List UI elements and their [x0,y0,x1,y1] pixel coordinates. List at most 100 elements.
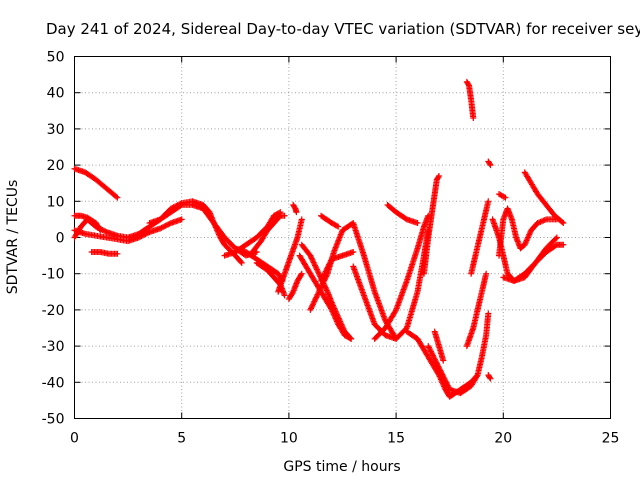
data-point [310,259,317,266]
x-tick-label: 0 [70,431,79,447]
data-point [425,343,432,350]
data-point [98,226,105,233]
data-point [552,235,559,242]
data-point [320,273,327,280]
data-point [94,224,101,231]
data-point [312,295,319,302]
data-point [309,258,316,265]
data-point [445,383,452,390]
data-point [485,198,492,205]
data-point [486,160,493,167]
data-point [238,259,245,266]
data-point [293,209,300,216]
data-point [427,348,434,355]
data-point [427,347,434,354]
y-tick-label: -20 [42,303,65,319]
data-point [487,162,494,169]
data-point [318,277,325,284]
data-series [468,198,492,277]
data-point [433,359,440,366]
x-tick-label: 15 [387,431,405,447]
data-series [485,158,494,169]
y-tick-label: -40 [42,375,65,391]
data-point [426,345,433,352]
data-point [316,287,323,294]
y-axis-label: SDTVAR / TECUs [5,180,21,295]
data-point [320,272,327,279]
data-point [444,381,451,388]
data-point [441,375,448,382]
data-point [315,288,322,295]
data-point [308,255,315,262]
data-point [157,225,164,232]
data-point [323,286,330,293]
data-point [440,357,447,364]
data-point [177,202,184,209]
data-point [486,374,493,381]
data-point [348,335,355,342]
data-point [435,363,442,370]
data-point [326,260,333,267]
y-tick-label: 10 [47,194,65,210]
data-point [142,231,149,238]
data-point [324,264,331,271]
data-series [500,241,567,284]
data-point [145,229,152,236]
data-point [435,172,442,179]
data-point [442,377,449,384]
data-series [318,248,357,284]
y-tick-label: -30 [42,339,65,355]
data-point [431,356,438,363]
data-point [433,360,440,367]
data-point [162,222,169,229]
data-point [335,223,342,230]
data-point [325,263,332,270]
y-tick-label: 40 [47,86,65,102]
data-point [308,305,314,312]
data-point [317,284,324,291]
data-point [99,227,106,234]
data-point [315,290,322,297]
data-point [430,353,437,360]
data-point [501,193,508,200]
data-point [392,308,399,315]
data-point [92,223,99,230]
data-point [429,352,436,359]
y-tick-label: 50 [47,50,65,66]
data-series [425,310,492,397]
data-point [165,221,172,228]
data-point [437,368,444,375]
data-point [309,302,316,309]
data-series [71,165,121,201]
data-point [309,301,316,308]
data-point [440,372,446,379]
data-point [333,222,340,229]
data-point [135,234,142,241]
data-series [71,216,185,245]
data-point [439,371,446,378]
data-point [473,373,480,380]
data-point [313,265,320,272]
data-point [307,306,314,313]
data-points [71,78,567,400]
data-point [431,355,438,362]
data-point [313,294,320,301]
data-series [88,248,121,257]
data-point [559,219,566,226]
x-tick-label: 10 [280,431,298,447]
data-point [319,281,326,288]
data-series [431,328,447,364]
data-point [483,270,490,277]
data-point [281,212,288,219]
data-point [429,351,436,358]
data-point [315,269,322,276]
data-point [161,223,168,230]
data-point [313,292,320,299]
data-point [560,241,567,248]
data-point [317,286,324,293]
data-point [96,225,103,232]
data-point [324,265,331,272]
data-point [308,253,314,260]
data-series [496,205,560,259]
